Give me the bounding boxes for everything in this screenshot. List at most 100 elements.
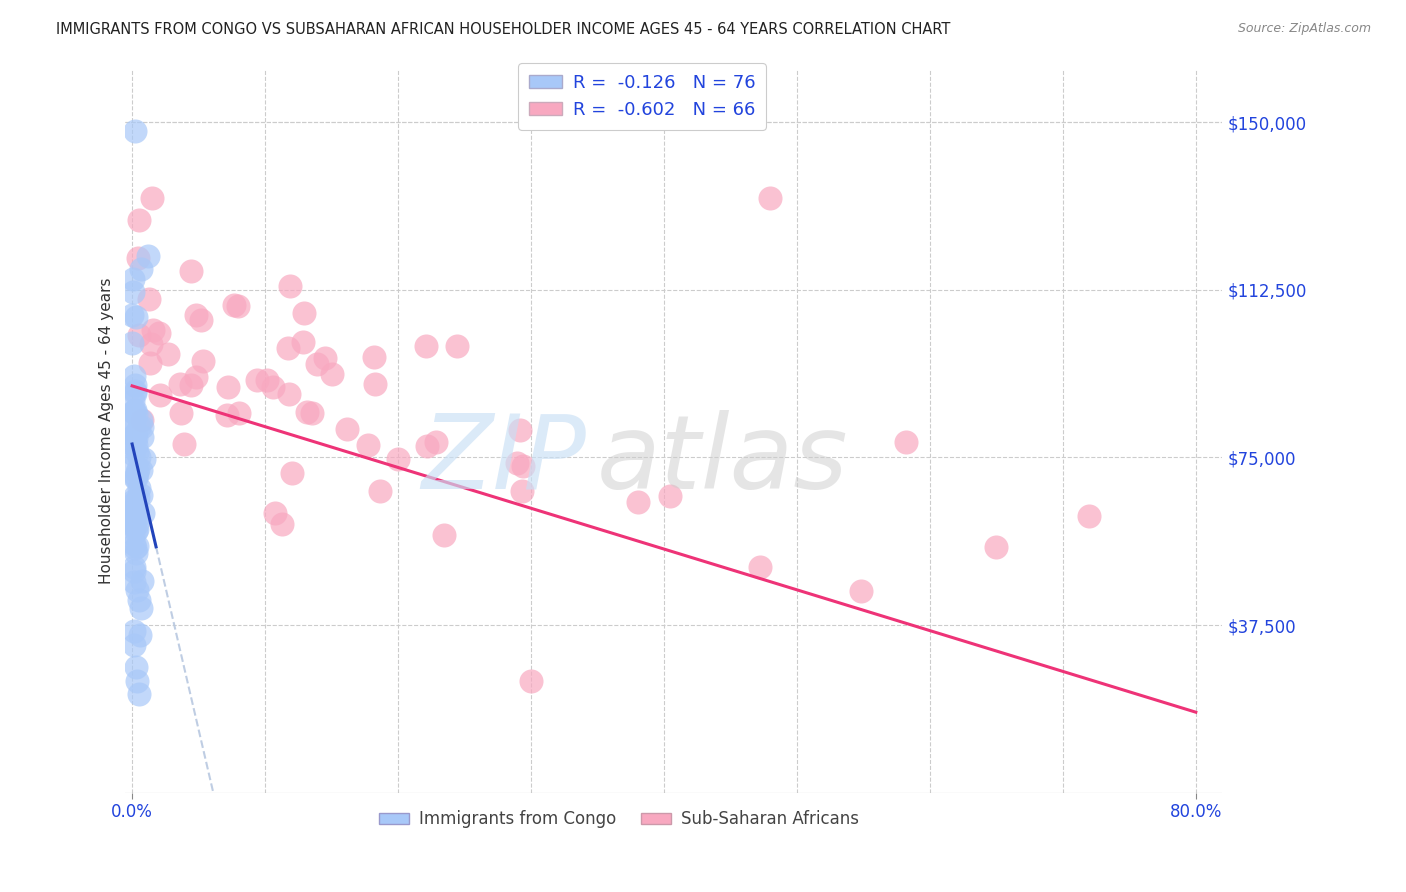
Point — [125, 310, 148, 325]
Point — [131, 430, 153, 444]
Point — [186, 370, 208, 384]
Point — [509, 423, 531, 437]
Point — [124, 510, 146, 524]
Text: atlas: atlas — [598, 409, 849, 509]
Point — [125, 499, 148, 513]
Point — [127, 673, 149, 688]
Point — [124, 386, 146, 401]
Point — [125, 432, 148, 446]
Point — [446, 339, 468, 353]
Point — [122, 537, 145, 551]
Point — [131, 413, 153, 427]
Point — [173, 437, 195, 451]
Point — [321, 368, 343, 382]
Point — [305, 358, 328, 372]
Point — [122, 511, 145, 525]
Point — [127, 462, 149, 476]
Point — [122, 404, 145, 418]
Y-axis label: Householder Income Ages 45 - 64 years: Householder Income Ages 45 - 64 years — [100, 277, 114, 584]
Point — [149, 387, 172, 401]
Point — [416, 439, 439, 453]
Point — [357, 438, 380, 452]
Point — [131, 420, 153, 434]
Point — [122, 509, 145, 524]
Point — [127, 516, 149, 531]
Point — [121, 308, 143, 322]
Point — [124, 560, 146, 574]
Point — [336, 421, 359, 435]
Point — [127, 252, 149, 266]
Text: Source: ZipAtlas.com: Source: ZipAtlas.com — [1237, 22, 1371, 36]
Point — [125, 583, 148, 598]
Point — [128, 627, 150, 641]
Point — [425, 434, 447, 449]
Point — [148, 326, 170, 340]
Point — [277, 387, 299, 401]
Point — [124, 638, 146, 652]
Point — [128, 481, 150, 495]
Point — [125, 445, 148, 459]
Point — [132, 452, 155, 467]
Point — [759, 191, 782, 205]
Point — [141, 191, 163, 205]
Point — [138, 292, 160, 306]
Point — [170, 406, 193, 420]
Point — [121, 437, 143, 451]
Point — [122, 519, 145, 533]
Point — [139, 356, 162, 370]
Point — [180, 264, 202, 278]
Point — [129, 601, 152, 615]
Point — [125, 540, 148, 554]
Point — [124, 541, 146, 555]
Point — [433, 528, 456, 542]
Point — [131, 574, 153, 588]
Point — [986, 540, 1008, 554]
Point — [190, 313, 212, 327]
Point — [122, 502, 145, 516]
Point — [122, 527, 145, 541]
Point — [125, 660, 148, 674]
Point — [217, 380, 239, 394]
Point — [125, 438, 148, 452]
Point — [122, 456, 145, 470]
Point — [520, 673, 543, 688]
Point — [295, 405, 318, 419]
Point — [658, 490, 681, 504]
Point — [131, 261, 153, 276]
Point — [228, 406, 250, 420]
Point — [387, 452, 409, 467]
Point — [121, 405, 143, 419]
Point — [215, 408, 238, 422]
Point — [128, 327, 150, 342]
Point — [256, 373, 278, 387]
Point — [368, 483, 391, 498]
Point — [122, 496, 145, 510]
Text: ZIP: ZIP — [422, 409, 586, 509]
Point — [125, 546, 148, 560]
Point — [129, 488, 152, 502]
Point — [748, 560, 770, 574]
Point — [124, 124, 146, 138]
Point — [122, 415, 145, 429]
Point — [512, 459, 534, 474]
Point — [124, 377, 146, 392]
Point — [191, 354, 214, 368]
Point — [292, 306, 315, 320]
Point — [363, 376, 385, 391]
Point — [125, 522, 148, 536]
Point — [125, 407, 148, 421]
Legend: Immigrants from Congo, Sub-Saharan Africans: Immigrants from Congo, Sub-Saharan Afric… — [373, 804, 866, 835]
Point — [122, 624, 145, 639]
Point — [129, 413, 152, 427]
Point — [125, 470, 148, 484]
Point — [122, 494, 145, 508]
Point — [132, 506, 155, 520]
Point — [314, 351, 336, 366]
Point — [222, 298, 245, 312]
Point — [301, 406, 323, 420]
Point — [142, 323, 165, 337]
Point — [125, 465, 148, 479]
Point — [894, 435, 917, 450]
Point — [506, 457, 529, 471]
Point — [124, 403, 146, 417]
